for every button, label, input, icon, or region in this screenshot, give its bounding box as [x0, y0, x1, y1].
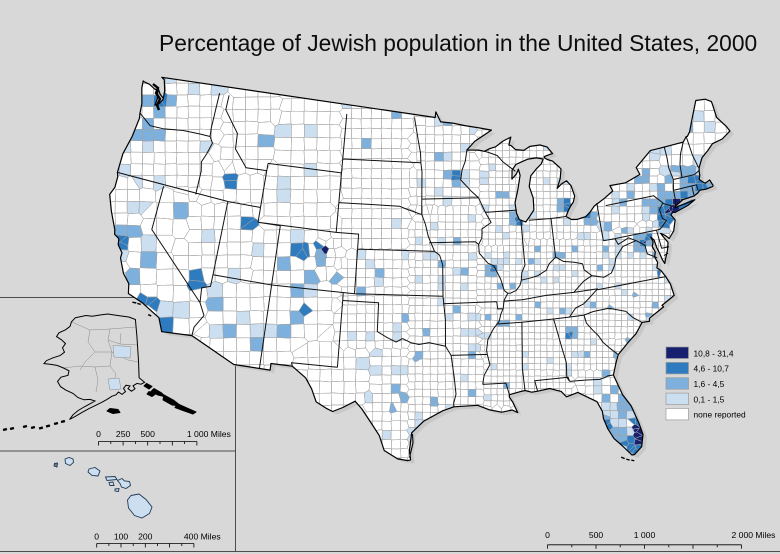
- svg-text:none reported: none reported: [694, 410, 746, 420]
- svg-text:4,6 - 10,7: 4,6 - 10,7: [694, 364, 730, 374]
- svg-text:1,6 - 4,5: 1,6 - 4,5: [694, 379, 725, 389]
- svg-text:0,1 - 1,5: 0,1 - 1,5: [694, 394, 725, 404]
- svg-text:500: 500: [141, 429, 156, 439]
- svg-text:0: 0: [96, 429, 101, 439]
- svg-text:250: 250: [116, 429, 131, 439]
- svg-text:1 000: 1 000: [634, 530, 656, 540]
- svg-text:0: 0: [94, 532, 99, 542]
- svg-text:0: 0: [545, 530, 550, 540]
- svg-text:200: 200: [138, 532, 153, 542]
- svg-text:10,8 - 31,4: 10,8 - 31,4: [694, 348, 734, 358]
- svg-text:1 000 Miles: 1 000 Miles: [187, 429, 231, 439]
- svg-text:100: 100: [114, 532, 129, 542]
- svg-text:2 000 Miles: 2 000 Miles: [732, 530, 776, 540]
- svg-text:400 Miles: 400 Miles: [184, 532, 221, 542]
- svg-text:Percentage of Jewish populatio: Percentage of Jewish population in the U…: [159, 30, 757, 56]
- svg-text:500: 500: [589, 530, 604, 540]
